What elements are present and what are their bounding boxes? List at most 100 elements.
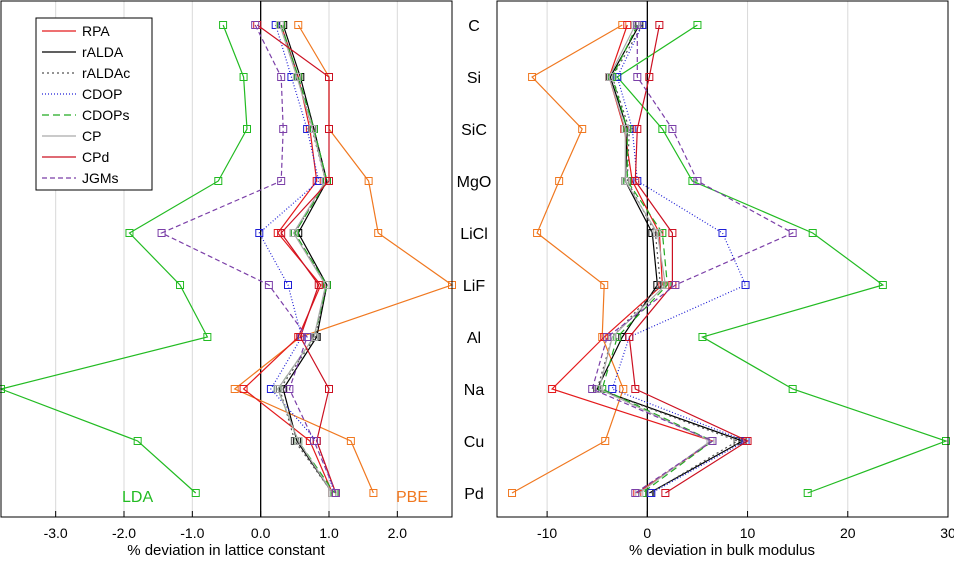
point-cdops-al (613, 333, 622, 341)
point-cpd-pd (661, 489, 670, 497)
material-label-sic: SiC (461, 122, 487, 139)
series-line-pbe (511, 24, 624, 494)
legend-label-jgms: JGMs (82, 170, 119, 186)
material-label-na: Na (464, 382, 485, 399)
point-rpa-na (239, 385, 248, 393)
point-lda-sic (658, 125, 667, 133)
point-lda-al (203, 333, 212, 341)
point-jgms-c (251, 21, 260, 29)
legend: RPA rALDA rALDAc CDOP CDOPs CP CPd JGMs (35, 17, 153, 191)
annotation-lda: LDA (122, 489, 153, 506)
point-jgms-si (633, 73, 642, 81)
point-lda-lif (878, 281, 887, 289)
point-cp-mgo (621, 177, 630, 185)
point-jgms-licl (157, 229, 166, 237)
point-cdop-licl (718, 229, 727, 237)
point-pbe-licl (374, 229, 383, 237)
point-cp-licl (653, 229, 662, 237)
x-tick-label-left: -2.0 (112, 525, 136, 541)
point-lda-pd (803, 489, 812, 497)
point-pbe-si (528, 73, 537, 81)
point-lda-sic (243, 125, 251, 133)
material-label-licl: LiCl (460, 226, 488, 243)
series-line-lda (0, 24, 248, 494)
point-jgms-al (603, 333, 612, 341)
x-tick-label-right: 30 (940, 525, 954, 541)
point-cpd-licl (277, 229, 286, 237)
point-cpd-al (625, 333, 634, 341)
point-cpd-na (325, 385, 333, 393)
point-pbe-pd (508, 489, 517, 497)
point-cdop-c (271, 21, 280, 29)
point-cp-cu (294, 437, 303, 445)
point-jgms-lif (671, 281, 680, 289)
point-cp-licl (289, 229, 298, 237)
point-cp-sic (308, 125, 317, 133)
point-cp-c (275, 21, 284, 29)
legend-label-cdops: CDOPs (82, 107, 129, 123)
legend-label-cdop: CDOP (82, 86, 122, 102)
ticks-left: -3.0 -2.0 -1.0 0.0 1.0 2.0 (44, 511, 408, 541)
point-jgms-lif (264, 281, 273, 289)
series-line-lda (616, 24, 948, 494)
series-line-jgms (591, 25, 795, 494)
material-label-pd: Pd (464, 486, 484, 503)
series-jgms-right (588, 21, 797, 497)
legend-label-rpa: RPA (82, 23, 110, 39)
point-pbe-c (294, 21, 303, 29)
point-cpd-licl (668, 229, 677, 237)
point-cpd-sic (325, 125, 333, 133)
series-pbe-right (508, 21, 628, 497)
annotation-pbe: PBE (396, 489, 428, 506)
point-rpa-na (548, 385, 557, 393)
point-rpa-c (623, 21, 632, 29)
right-x-axis-label: % deviation in bulk modulus (629, 542, 815, 559)
point-lda-c (219, 21, 228, 29)
material-labels: C Si SiC MgO LiCl LiF Al Na Cu Pd (457, 18, 492, 503)
point-pbe-na (230, 385, 239, 393)
left-plot-frame (0, 0, 453, 518)
point-jgms-pd (631, 489, 640, 497)
point-pbe-pd (369, 489, 378, 497)
point-cp-na (273, 385, 282, 393)
point-jgms-sic (668, 125, 677, 133)
left-x-axis-label: % deviation in lattice constant (127, 542, 325, 559)
x-tick-label-right: 20 (840, 525, 856, 541)
point-jgms-c (633, 21, 642, 29)
point-pbe-licl (533, 229, 542, 237)
point-cdop-lif (284, 281, 292, 289)
point-jgms-si (277, 73, 286, 81)
series-lda-left (0, 21, 251, 497)
point-lda-lif (176, 281, 185, 289)
series-line-cdops (601, 24, 714, 494)
point-jgms-mgo (277, 177, 286, 185)
point-pbe-c (618, 21, 627, 29)
series-line-cpd (628, 24, 749, 494)
point-jgms-na (285, 385, 294, 393)
point-cdop-pd (647, 489, 656, 497)
point-pbe-mgo (364, 177, 373, 185)
point-cpd-sic (633, 125, 642, 133)
point-jgms-cu (309, 437, 318, 445)
series-lda-right (613, 21, 950, 497)
series-line-cp (277, 24, 333, 494)
point-cdop-na (608, 385, 617, 393)
x-tick-label-left: -1.0 (180, 525, 204, 541)
point-lda-pd (191, 489, 200, 497)
point-lda-licl (808, 229, 817, 237)
point-jgms-cu (708, 437, 717, 445)
series-cpd-left (253, 21, 340, 497)
point-pbe-mgo (555, 177, 564, 185)
point-lda-cu (941, 437, 950, 445)
point-cpd-mgo (325, 177, 333, 185)
x-tick-label-left: 2.0 (388, 525, 408, 541)
series-line-jgms (160, 24, 337, 494)
point-cdop-si (613, 73, 622, 81)
legend-box (35, 17, 153, 191)
series-line-cpd (256, 24, 337, 494)
series-right (508, 21, 950, 497)
point-jgms-na (588, 385, 597, 393)
point-jgms-licl (788, 229, 797, 237)
lattice-constant-panel: -3.0 -2.0 -1.0 0.0 1.0 2.0 % deviation in lat… (0, 0, 456, 559)
